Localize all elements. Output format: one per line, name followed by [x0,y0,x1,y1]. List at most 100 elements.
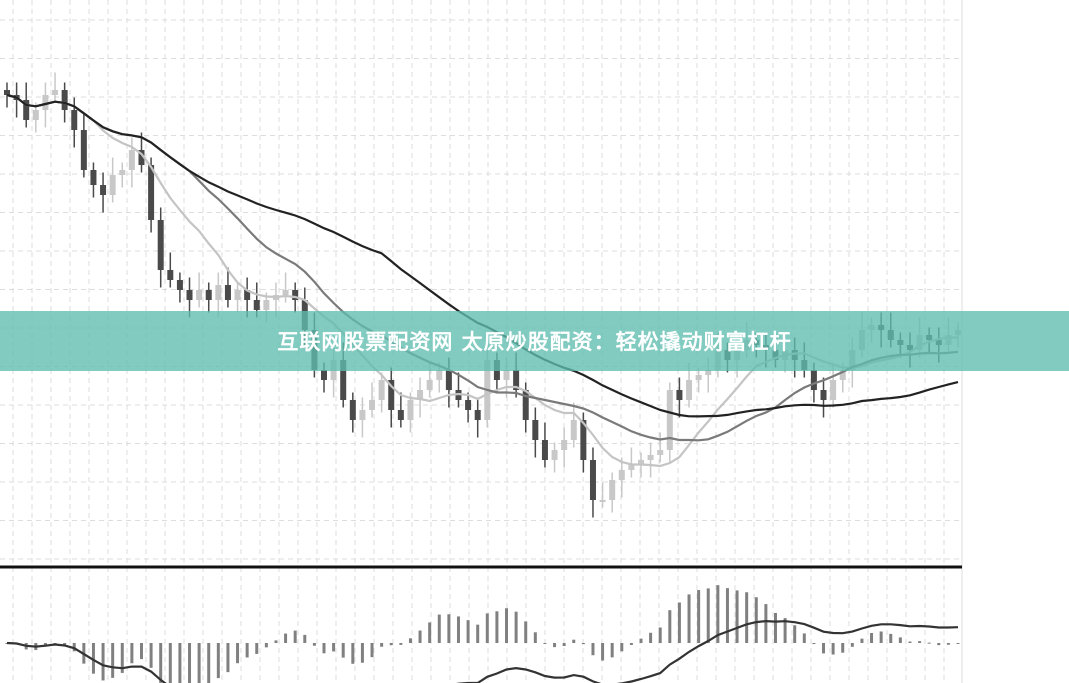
macd-bar [447,614,451,643]
macd-bar [946,643,950,645]
macd-bar [380,643,384,647]
macd-bar [773,612,777,643]
macd-bar [879,631,883,643]
candle-down [167,270,174,280]
macd-bar [418,630,422,643]
banner-text: 互联网股票配资网 太原炒股配资：轻松撬动财富杠杆 [277,330,792,354]
candle-down [465,400,472,410]
candle-down [292,290,299,300]
macd-bar [870,632,874,643]
candle-up [417,390,424,400]
candle-up [215,285,222,300]
candle-down [244,290,251,300]
macd-bar [168,643,172,683]
candle-up [570,420,577,440]
macd-bar [956,643,960,644]
macd-bar [850,643,854,647]
macd-bar [649,632,653,643]
macd-bar [236,643,240,664]
macd-bar [437,614,441,643]
candle-up [407,400,414,420]
macd-bar [822,643,826,654]
macd-bar [101,643,105,681]
macd-bar [706,588,710,643]
candle-down [71,110,78,130]
macd-bar [255,643,259,654]
candle-up [109,175,116,195]
macd-bar [533,632,537,643]
macd-bar [601,643,605,661]
macd-bar [389,643,393,646]
macd-bar [130,643,134,664]
candle-down [157,220,164,270]
macd-bar [677,602,681,643]
candle-down [810,370,817,390]
candle-up [561,440,568,450]
macd-bar [178,643,182,683]
candle-down [589,460,596,500]
candle-up [42,95,49,110]
macd-bar [639,638,643,643]
macd-bar [303,634,307,643]
candle-up [119,170,126,175]
candle-down [186,290,193,300]
macd-bar [399,643,403,645]
macd-bar [629,643,633,645]
macd-bar [149,643,153,668]
macd-bar [898,637,902,643]
candle-down [820,390,827,400]
macd-bar [505,608,509,643]
macd-pane [5,585,960,683]
candle-up [647,455,654,460]
macd-bar [793,625,797,643]
candle-down [532,420,539,440]
candle-up [263,300,270,310]
candle-down [61,90,68,110]
candle-down [90,170,97,185]
macd-bar [408,638,412,643]
macd-bar [514,611,518,643]
candle-down [80,130,87,170]
candle-down [541,440,548,460]
candle-up [666,390,673,450]
candle-up [599,500,606,502]
candle-up [436,370,443,380]
macd-bar [754,597,758,643]
macd-bar [668,610,672,643]
macd-bar [562,643,566,647]
candles [4,72,961,518]
macd-bar [312,643,316,646]
candle-up [551,450,558,460]
macd-bar [476,624,480,643]
macd-bar [139,643,143,660]
macd-bar [620,643,624,652]
candle-up [657,450,664,455]
candle-up [359,410,366,420]
moving-averages [6,93,959,468]
candle-down [676,390,683,400]
macd-bar [697,590,701,643]
candle-up [196,290,203,300]
candle-up [234,290,241,300]
candle-up [32,110,39,120]
macd-bar [274,640,278,643]
candle-down [580,420,587,460]
macd-bar [188,643,192,683]
macd-bar [591,643,595,656]
macd-bar [293,630,297,643]
macd-bar [764,604,768,643]
candle-up [686,380,693,400]
candle-down [388,380,395,410]
candle-up [830,380,837,400]
macd-bar [860,638,864,643]
macd-bar [735,590,739,643]
candle-down [513,370,520,390]
candle-down [176,280,183,290]
candle-up [378,380,385,400]
candle-down [349,400,356,420]
candle-down [138,150,145,165]
candle-down [205,290,212,300]
candle-up [282,290,289,295]
macd-bar [264,643,268,648]
macd-bar [245,643,249,658]
